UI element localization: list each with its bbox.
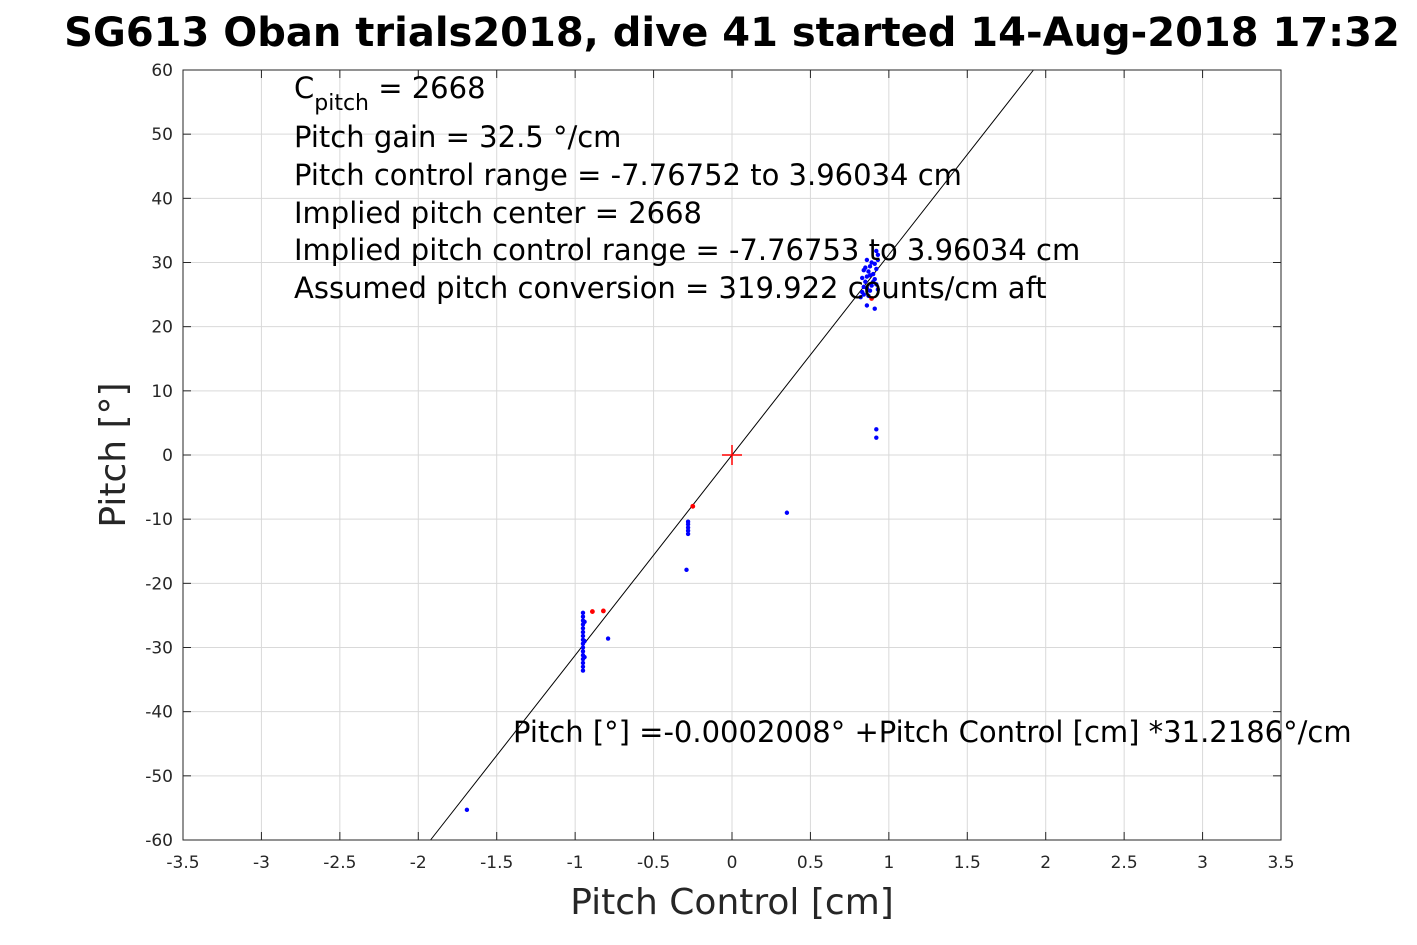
data-point	[580, 660, 586, 666]
data-point	[861, 292, 866, 297]
data-point	[864, 285, 870, 291]
x-tick-label: 2	[1040, 853, 1051, 873]
data-point	[580, 610, 586, 616]
flagged-data-point	[589, 609, 595, 614]
center-marker-layer	[722, 445, 742, 465]
data-point	[874, 282, 879, 287]
x-tick-label: -2.5	[323, 853, 356, 873]
flagged-data-point	[690, 503, 696, 509]
y-tick-label: 10	[151, 382, 173, 402]
y-tick-label: -30	[145, 639, 173, 659]
data-point	[867, 273, 873, 278]
info-text-block: Cpitch = 2668 Pitch gain = 32.5 °/cm Pitch…	[294, 71, 1080, 305]
flagged-data-point	[869, 296, 875, 301]
x-tick-label: 1.5	[954, 853, 981, 873]
data-points	[464, 248, 881, 813]
x-tick-label: 0.5	[797, 853, 824, 873]
data-point	[867, 264, 873, 269]
data-point	[863, 279, 868, 284]
data-point	[864, 303, 870, 308]
y-tick-label: 20	[151, 318, 173, 338]
data-point	[874, 248, 879, 254]
y-tick-label: -50	[145, 767, 173, 787]
data-point	[859, 275, 865, 281]
data-point	[580, 614, 586, 619]
data-point	[685, 525, 691, 530]
x-tick-label: -0.5	[637, 853, 670, 873]
data-point	[580, 629, 586, 635]
info-line: Pitch control range = -7.76752 to 3.9603…	[294, 158, 962, 192]
flagged-data-point	[600, 608, 606, 614]
y-tick-label: -60	[145, 831, 173, 851]
x-tick-label: 2.5	[1111, 853, 1138, 873]
info-line: Pitch gain = 32.5 °/cm	[294, 120, 621, 154]
data-point	[580, 664, 586, 669]
fit-equation-label: Pitch [°] =-0.0002008° +Pitch Control [c…	[513, 715, 1352, 749]
info-line: Implied pitch control range = -7.76753 t…	[294, 233, 1080, 267]
data-point	[872, 306, 877, 311]
data-point	[580, 668, 586, 673]
data-point	[580, 633, 586, 639]
y-tick-label: -40	[145, 703, 173, 723]
data-point	[858, 294, 863, 300]
x-tick-label: -2	[410, 853, 427, 873]
info-line: Implied pitch center = 2668	[294, 196, 702, 230]
x-tick-label: -3	[253, 853, 270, 873]
data-point	[875, 252, 881, 257]
data-point	[582, 638, 587, 644]
y-tick-label: 40	[151, 189, 173, 209]
x-tick-label: 1	[883, 853, 894, 873]
y-tick-label: -10	[145, 510, 173, 530]
data-point	[864, 257, 870, 263]
data-point	[875, 287, 881, 292]
info-line: Assumed pitch conversion = 319.922 count…	[294, 271, 1047, 305]
x-tick-label: 0	[727, 853, 738, 873]
data-point	[861, 268, 866, 273]
axis-ticks: -3.5 -3 -2.5 -2 -1.5 -1 -0.5 0 0.5 1 1.5 2 2.5 3 3.5 -6…	[145, 61, 1294, 873]
data-point	[872, 261, 877, 266]
y-tick-label: 30	[151, 254, 173, 274]
y-tick-label: 0	[162, 446, 173, 466]
data-point	[685, 528, 691, 533]
data-point	[870, 279, 876, 284]
data-point	[464, 807, 470, 813]
data-point	[685, 522, 691, 527]
data-point	[874, 427, 879, 432]
data-point	[582, 619, 587, 625]
y-tick-label: 60	[151, 61, 173, 81]
grid-lines	[182, 69, 1282, 841]
data-point	[580, 626, 586, 631]
y-axis-label: Pitch [°]	[93, 382, 134, 527]
data-point	[605, 636, 611, 641]
data-point	[867, 288, 873, 293]
data-point	[580, 645, 586, 650]
y-tick-label: 50	[151, 125, 173, 145]
x-axis-label: Pitch Control [cm]	[570, 882, 894, 923]
data-point	[869, 283, 874, 288]
data-point	[874, 266, 879, 272]
x-tick-label: 3	[1197, 853, 1208, 873]
x-tick-label: -1.5	[480, 853, 513, 873]
x-tick-label: -1	[567, 853, 584, 873]
data-point	[684, 567, 689, 573]
x-tick-label: -3.5	[166, 853, 199, 873]
data-point	[582, 654, 587, 660]
data-point	[866, 293, 871, 299]
data-point	[874, 435, 879, 440]
data-point	[784, 510, 790, 515]
y-tick-label: -20	[145, 574, 173, 594]
data-point	[866, 269, 871, 274]
chart-title: SG613 Oban trials2018, dive 41 started 1…	[64, 10, 1400, 56]
info-line: Cpitch = 2668	[294, 71, 486, 116]
data-point	[580, 649, 586, 654]
x-tick-label: 3.5	[1267, 853, 1294, 873]
data-point	[875, 257, 881, 263]
data-point	[685, 531, 691, 537]
